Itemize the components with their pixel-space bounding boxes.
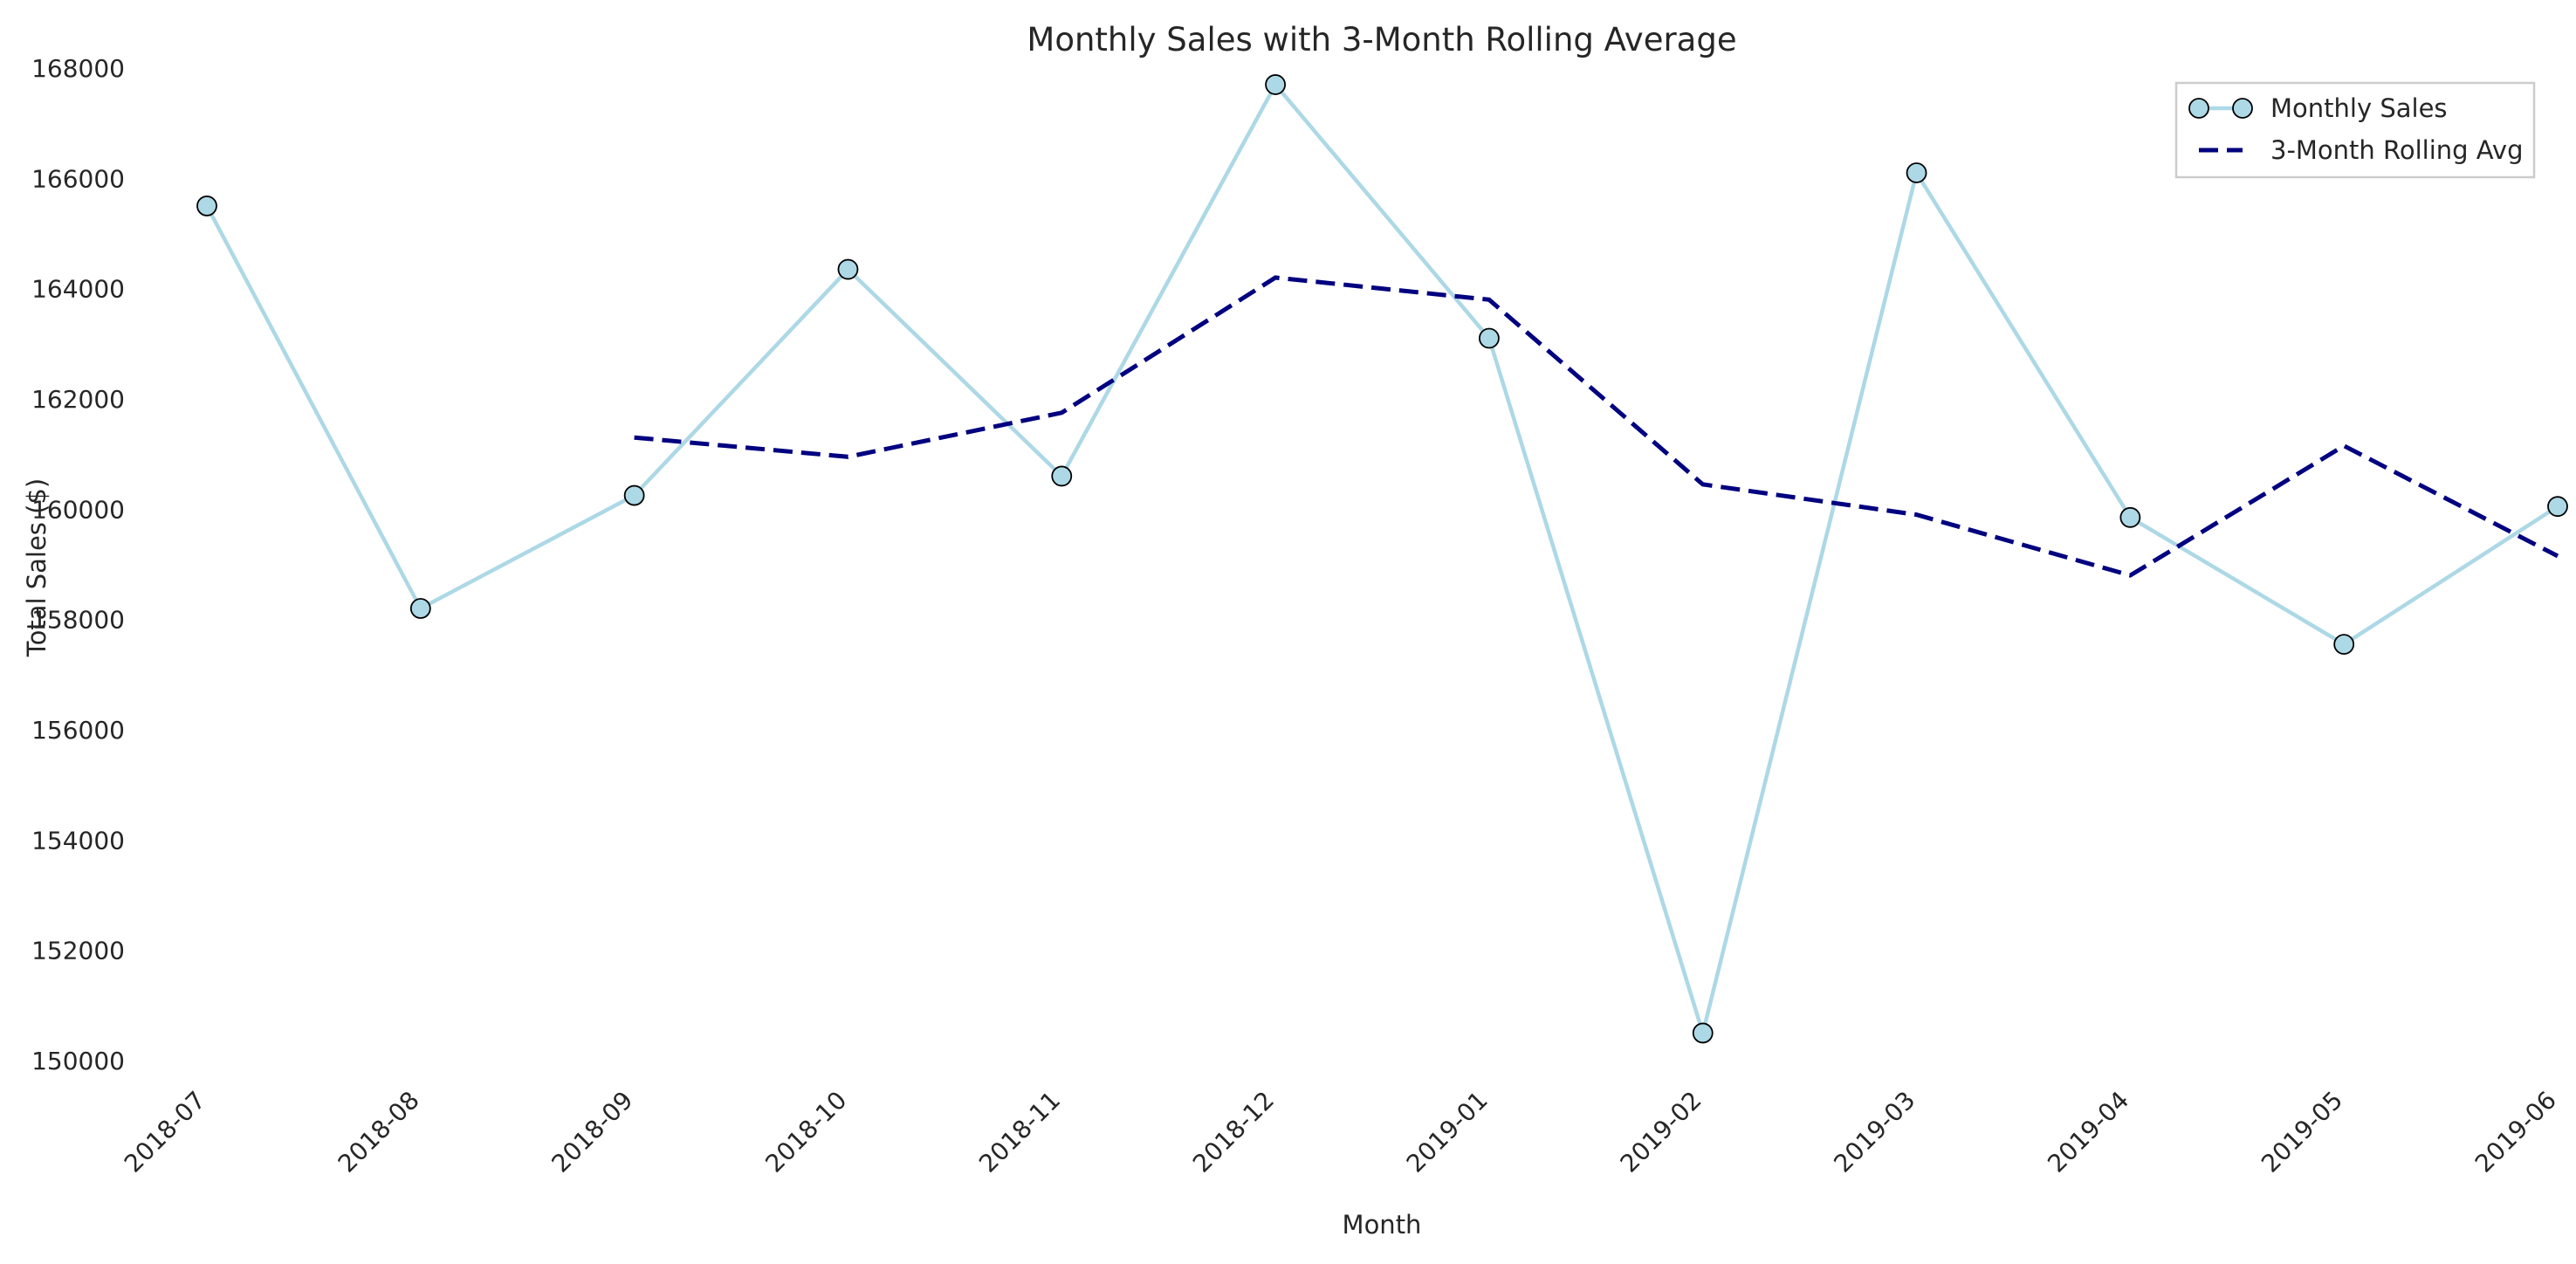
y-tick-label: 150000 [31, 1047, 125, 1075]
chart-title: Monthly Sales with 3-Month Rolling Avera… [1027, 21, 1736, 58]
data-point-monthly-sales [196, 196, 217, 216]
x-tick-label: 2019-01 [1401, 1086, 1494, 1178]
legend-label-rolling-avg: 3-Month Rolling Avg [2270, 135, 2524, 165]
x-tick-label: 2018-12 [1187, 1086, 1280, 1178]
y-axis-label: Total Sales ($) [22, 478, 52, 657]
x-tick-label: 2018-08 [333, 1086, 425, 1178]
x-tick-label: 2018-10 [759, 1086, 852, 1178]
data-point-monthly-sales [837, 258, 859, 280]
x-tick-label: 2018-11 [973, 1086, 1066, 1178]
data-point-monthly-sales [1051, 465, 1073, 487]
y-tick-label: 154000 [31, 826, 125, 855]
legend-marker-monthly-sales [2188, 98, 2209, 119]
y-tick-label: 156000 [31, 716, 125, 745]
y-axis-ticks: 150000 152000 154000 156000 158000 160000 1620… [31, 54, 125, 1075]
x-tick-label: 2018-07 [119, 1086, 211, 1178]
x-tick-label: 2019-04 [2042, 1086, 2134, 1178]
x-tick-label: 2019-02 [1615, 1086, 1707, 1178]
data-point-monthly-sales [1906, 162, 1927, 183]
data-point-monthly-sales [2333, 634, 2355, 655]
data-point-monthly-sales [623, 484, 645, 506]
x-tick-label: 2018-09 [546, 1086, 639, 1178]
x-axis-ticks: 2018-07 2018-08 2018-09 2018-10 2018-11 2018-… [119, 1086, 2562, 1178]
x-tick-label: 2019-03 [1828, 1086, 1920, 1178]
legend-frame [2174, 81, 2536, 179]
y-tick-label: 162000 [31, 385, 125, 414]
data-point-monthly-sales [1692, 1022, 1714, 1044]
y-tick-label: 166000 [31, 164, 125, 193]
legend-label-monthly-sales: Monthly Sales [2270, 93, 2448, 123]
data-point-monthly-sales [1265, 74, 1286, 95]
y-tick-label: 158000 [31, 606, 125, 635]
series-line-rolling-avg [634, 275, 2559, 578]
y-tick-label: 152000 [31, 937, 125, 965]
data-point-monthly-sales [2119, 506, 2141, 528]
series-line-monthly-sales [205, 82, 2559, 1035]
y-tick-label: 160000 [31, 495, 125, 524]
x-tick-label: 2019-06 [2470, 1086, 2562, 1178]
y-tick-label: 168000 [31, 54, 125, 83]
legend-marker-monthly-sales [2232, 98, 2253, 119]
legend: Monthly Sales 3-Month Rolling Avg [2174, 81, 2536, 179]
data-point-monthly-sales [2547, 496, 2568, 518]
x-axis-label: Month [1343, 1210, 1422, 1240]
x-tick-label: 2019-05 [2256, 1086, 2348, 1178]
data-point-monthly-sales [409, 598, 431, 619]
data-point-monthly-sales [1479, 327, 1500, 349]
y-tick-label: 164000 [31, 275, 125, 304]
plot-area [196, 74, 2568, 1044]
